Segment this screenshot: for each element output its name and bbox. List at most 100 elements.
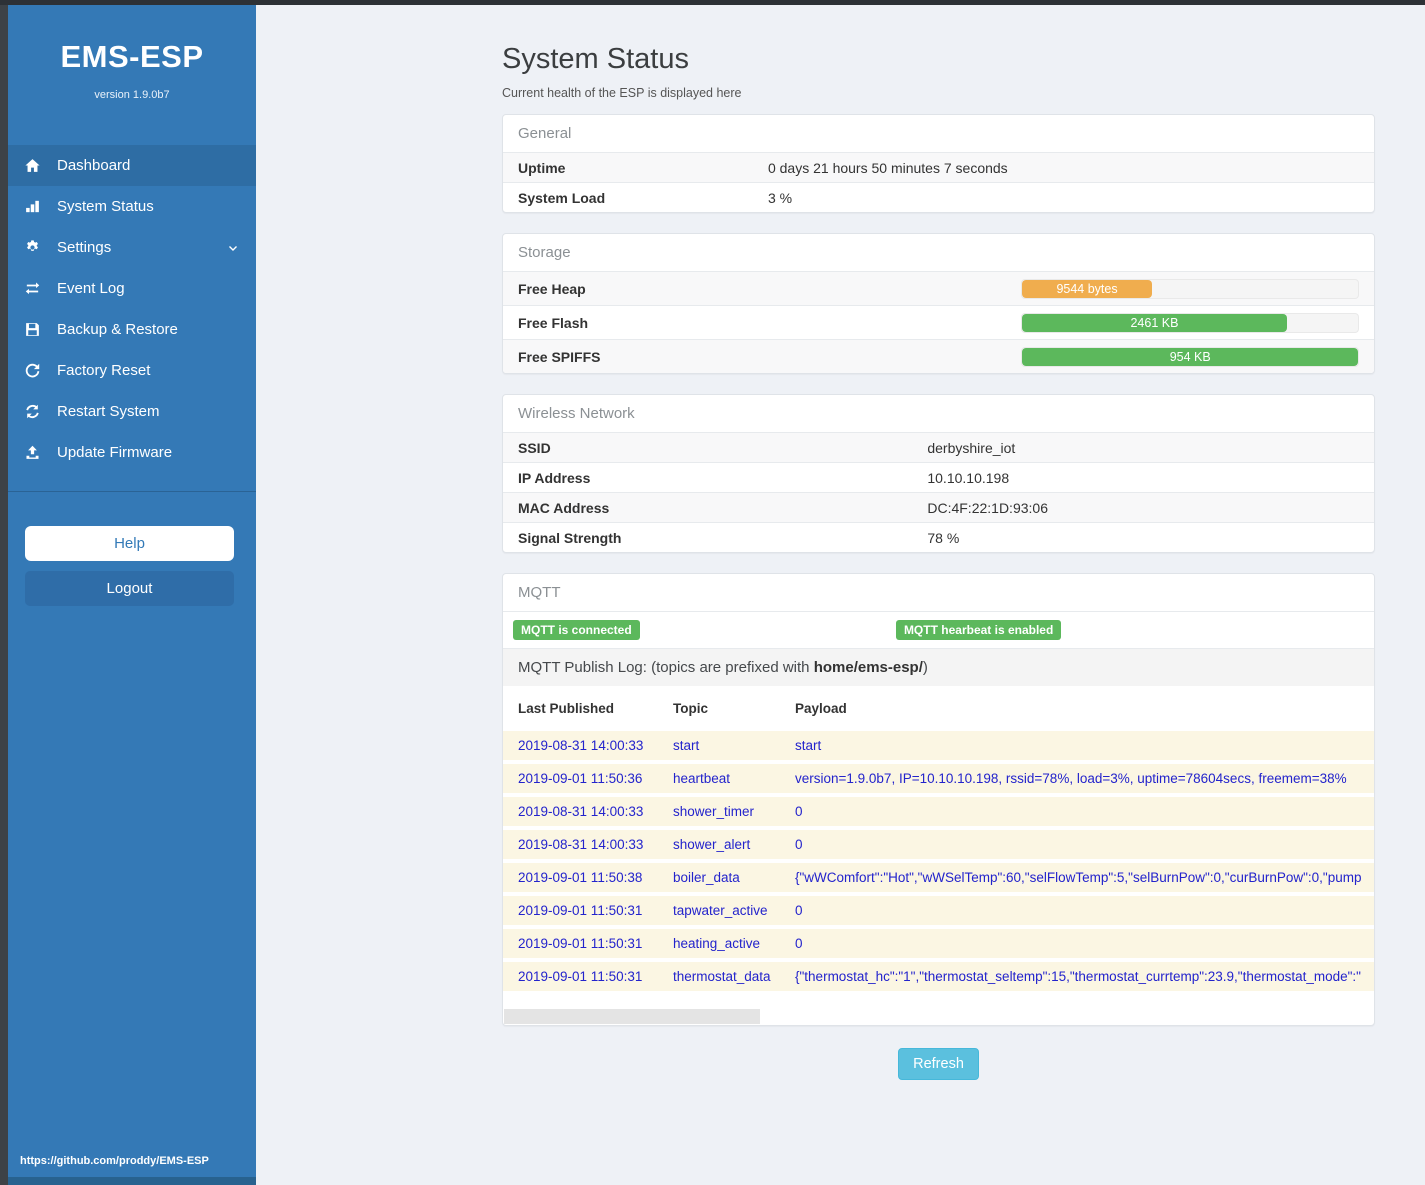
log-payload: 0	[785, 896, 1374, 925]
log-row: 2019-09-01 11:50:31 tapwater_active 0	[503, 896, 1374, 925]
log-row: 2019-09-01 11:50:31 heating_active 0	[503, 929, 1374, 958]
sidebar-divider	[8, 491, 256, 492]
refresh-icon	[22, 403, 42, 421]
table-row: Uptime 0 days 21 hours 50 minutes 7 seco…	[503, 152, 1374, 183]
sidebar-item-update-firmware[interactable]: Update Firmware	[8, 432, 256, 473]
row-label: Free Heap	[503, 271, 1007, 306]
mqtt-heartbeat-badge: MQTT hearbeat is enabled	[895, 620, 1062, 640]
sidebar-item-event-log[interactable]: Event Log	[8, 268, 256, 309]
gear-icon	[22, 239, 42, 257]
log-topic: tapwater_active	[663, 896, 785, 925]
table-row: System Load 3 %	[503, 182, 1374, 212]
row-label: Signal Strength	[503, 522, 913, 552]
free-flash-progress: 2461 KB	[1021, 312, 1359, 333]
app-version: version 1.9.0b7	[94, 89, 170, 101]
general-panel-header: General	[518, 125, 572, 142]
sidebar-item-label: System Status	[57, 198, 154, 215]
row-label: System Load	[503, 182, 753, 212]
mqtt-connected-badge: MQTT is connected	[513, 620, 640, 640]
sidebar-item-label: Settings	[57, 239, 112, 256]
log-topic: start	[663, 731, 785, 760]
log-published: 2019-09-01 11:50:31	[503, 962, 663, 991]
row-label: Free Flash	[503, 305, 1007, 340]
log-payload: {"wWComfort":"Hot","wWSelTemp":60,"selFl…	[785, 863, 1374, 892]
mqtt-log-table: Last Published Topic Payload 2019-08-31 …	[503, 686, 1374, 995]
sidebar-item-factory-reset[interactable]: Factory Reset	[8, 350, 256, 391]
table-row: SSID derbyshire_iot	[503, 432, 1374, 463]
log-payload: start	[785, 731, 1374, 760]
mqtt-panel-header: MQTT	[518, 584, 561, 601]
log-payload: {"thermostat_hc":"1","thermostat_seltemp…	[785, 962, 1374, 991]
row-value: 78 %	[912, 522, 1374, 552]
home-icon	[22, 157, 42, 175]
sidebar-item-dashboard[interactable]: Dashboard	[8, 145, 256, 186]
log-topic: thermostat_data	[663, 962, 785, 991]
row-value: 3 %	[752, 182, 1374, 212]
log-payload: 0	[785, 929, 1374, 958]
log-published: 2019-09-01 11:50:38	[503, 863, 663, 892]
storage-panel: Storage Free Heap 9544 bytes Free Flash	[502, 233, 1375, 374]
row-value: DC:4F:22:1D:93:06	[912, 492, 1374, 523]
column-header-last-published: Last Published	[518, 701, 615, 716]
column-header-topic: Topic	[673, 701, 708, 716]
main-area: System Status Current health of the ESP …	[256, 5, 1425, 1185]
sidebar-item-label: Update Firmware	[57, 444, 173, 461]
logout-button[interactable]: Logout	[25, 571, 234, 606]
help-button[interactable]: Help	[25, 526, 234, 561]
row-label: MAC Address	[503, 492, 913, 523]
log-topic: shower_timer	[663, 797, 785, 826]
github-link[interactable]: https://github.com/proddy/EMS-ESP	[20, 1155, 209, 1167]
sidebar-item-label: Restart System	[57, 403, 160, 420]
log-published: 2019-08-31 14:00:33	[503, 731, 663, 760]
free-spiffs-progress: 954 KB	[1021, 346, 1359, 367]
sidebar-item-label: Dashboard	[57, 157, 131, 174]
log-published: 2019-08-31 14:00:33	[503, 830, 663, 859]
wireless-panel: Wireless Network SSID derbyshire_iot IP …	[502, 394, 1375, 553]
chevron-down-icon	[226, 241, 240, 255]
refresh-button[interactable]: Refresh	[898, 1048, 979, 1080]
progress-bar-fill: 9544 bytes	[1022, 279, 1152, 298]
column-header-payload: Payload	[795, 701, 847, 716]
log-topic: heartbeat	[663, 764, 785, 793]
sidebar: EMS-ESP version 1.9.0b7 Dashboard System…	[8, 5, 256, 1185]
log-published: 2019-08-31 14:00:33	[503, 797, 663, 826]
log-row: 2019-08-31 14:00:33 start start	[503, 731, 1374, 760]
table-row: IP Address 10.10.10.198	[503, 462, 1374, 493]
sidebar-item-system-status[interactable]: System Status	[8, 186, 256, 227]
sidebar-item-label: Backup & Restore	[57, 321, 178, 338]
table-row: Signal Strength 78 %	[503, 522, 1374, 552]
row-label: Uptime	[503, 152, 753, 183]
table-row: Free Flash 2461 KB	[503, 305, 1374, 340]
log-payload: version=1.9.0b7, IP=10.10.10.198, rssid=…	[785, 764, 1374, 793]
sidebar-item-settings[interactable]: Settings	[8, 227, 256, 268]
window-chrome-left	[0, 5, 8, 1185]
log-row: 2019-08-31 14:00:33 shower_alert 0	[503, 830, 1374, 859]
log-topic: shower_alert	[663, 830, 785, 859]
log-payload: 0	[785, 830, 1374, 859]
sidebar-nav: Dashboard System Status Settings	[8, 145, 256, 473]
progress-bar-fill: 2461 KB	[1022, 313, 1287, 332]
mqtt-topic-prefix: home/ems-esp/	[813, 659, 923, 676]
general-panel: General Uptime 0 days 21 hours 50 minute…	[502, 114, 1375, 213]
mqtt-panel: MQTT MQTT is connected MQTT hearbeat is …	[502, 573, 1375, 1026]
sidebar-bottom-strip	[8, 1177, 256, 1185]
row-label: IP Address	[503, 462, 913, 493]
log-topic: heating_active	[663, 929, 785, 958]
sidebar-item-backup-restore[interactable]: Backup & Restore	[8, 309, 256, 350]
table-row: Free SPIFFS 954 KB	[503, 339, 1374, 373]
log-row: 2019-09-01 11:50:31 thermostat_data {"th…	[503, 962, 1374, 991]
window-chrome-top	[0, 0, 1425, 5]
progress-bar-fill: 954 KB	[1022, 347, 1358, 366]
system-status-icon	[22, 198, 42, 216]
exchange-icon	[22, 280, 42, 298]
sidebar-item-restart-system[interactable]: Restart System	[8, 391, 256, 432]
log-published: 2019-09-01 11:50:36	[503, 764, 663, 793]
scrollbar-thumb[interactable]	[504, 1009, 761, 1024]
sidebar-item-label: Event Log	[57, 280, 125, 297]
horizontal-scrollbar[interactable]	[504, 1009, 1373, 1024]
save-icon	[22, 321, 42, 339]
log-header-row: Last Published Topic Payload	[503, 690, 1374, 727]
log-row: 2019-09-01 11:50:36 heartbeat version=1.…	[503, 764, 1374, 793]
sidebar-item-label: Factory Reset	[57, 362, 151, 379]
row-label: Free SPIFFS	[503, 339, 1007, 373]
